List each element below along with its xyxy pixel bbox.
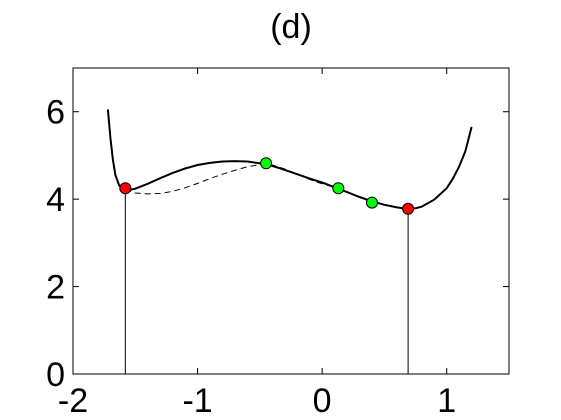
x-tick-label: 1 — [437, 382, 456, 420]
red-marker-4 — [402, 202, 415, 215]
red-marker-0 — [119, 182, 132, 195]
y-tick-label: 6 — [46, 94, 65, 132]
y-tick-label: 4 — [46, 181, 65, 219]
x-tick-label: 0 — [313, 382, 332, 420]
y-tick-label: 0 — [46, 356, 65, 394]
green-marker-1 — [260, 157, 273, 170]
chart-title: (d) — [270, 8, 312, 46]
x-tick-label: -2 — [58, 382, 88, 420]
green-marker-3 — [365, 196, 378, 209]
plot-area — [72, 67, 510, 375]
green-marker-2 — [332, 182, 345, 195]
dashed-curve-1 — [125, 163, 339, 195]
y-tick-label: 2 — [46, 269, 65, 307]
solid-curve-0 — [106, 109, 473, 210]
x-tick-label: -1 — [182, 382, 212, 420]
